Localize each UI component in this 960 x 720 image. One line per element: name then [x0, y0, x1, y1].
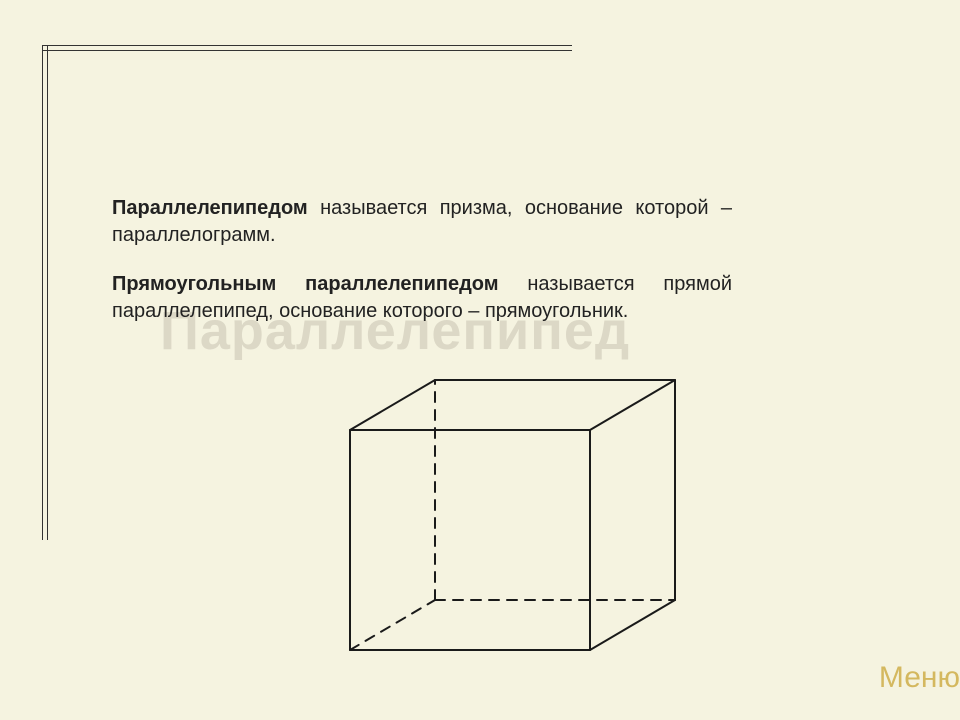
decorative-vertical-rule	[42, 45, 48, 540]
definition-paragraph-2: Прямоугольным параллелепипедом называетс…	[112, 271, 732, 325]
decorative-horizontal-rule	[42, 45, 572, 51]
term-1: Параллелепипедом	[112, 197, 308, 219]
term-2: Прямоугольным параллелепипедом	[112, 273, 499, 295]
cuboid-figure	[310, 360, 710, 690]
menu-link[interactable]: Меню	[879, 661, 960, 695]
text-content: Параллелепипедом называется призма, осно…	[112, 195, 732, 325]
definition-paragraph-1: Параллелепипедом называется призма, осно…	[112, 195, 732, 249]
